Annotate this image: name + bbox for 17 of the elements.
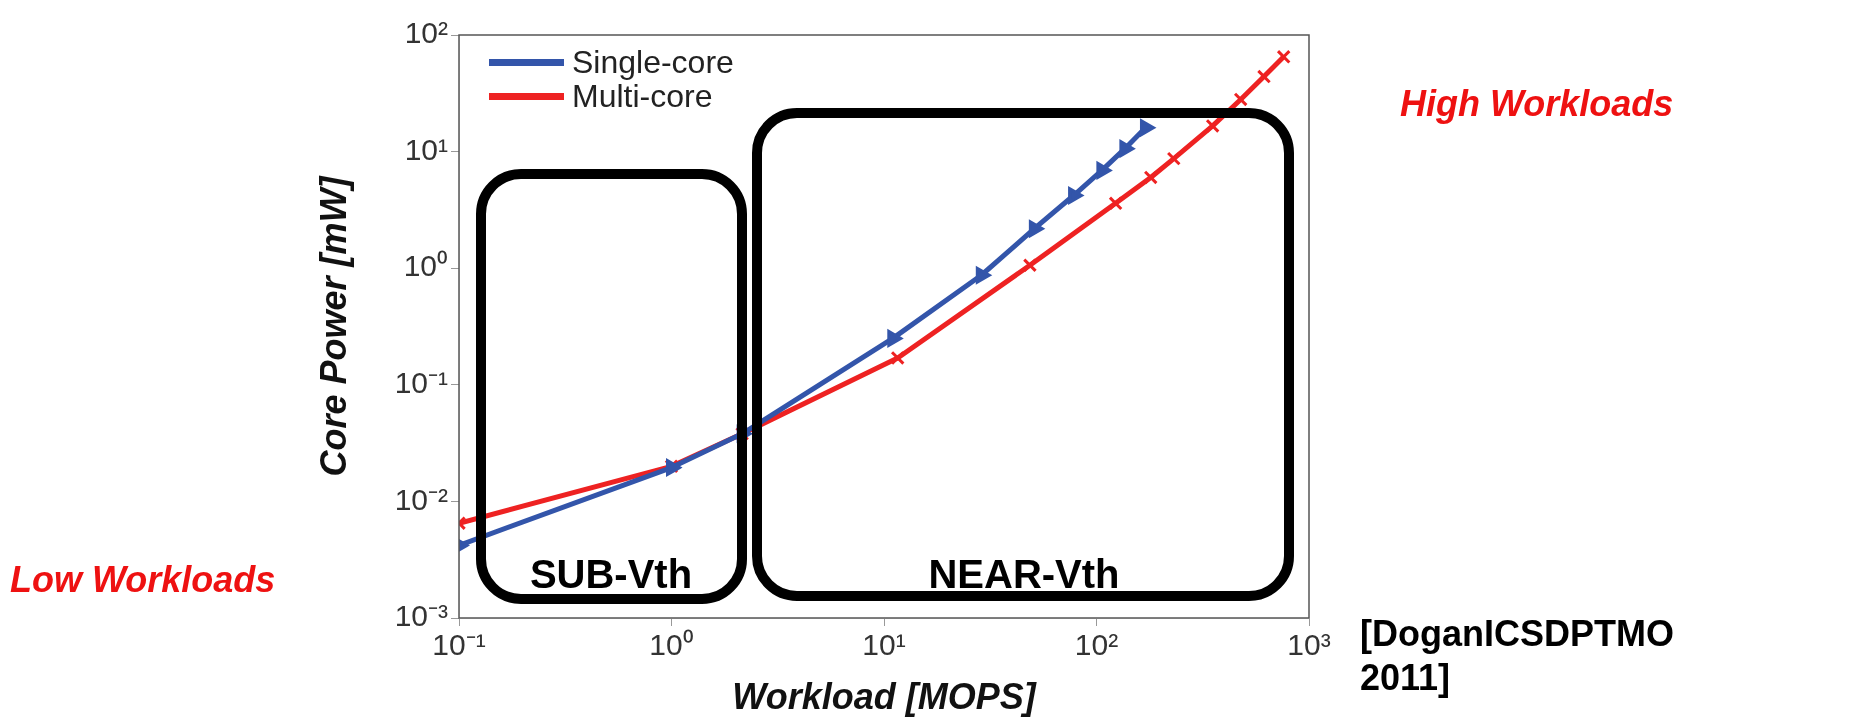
annotation: NEAR-Vth bbox=[927, 552, 1121, 596]
x-tick-label: 10³ bbox=[1287, 628, 1331, 662]
annotation: SUB-Vth bbox=[528, 552, 694, 596]
y-tick-label: 10⁰ bbox=[403, 249, 448, 283]
text: Low Workloads bbox=[10, 559, 276, 600]
y-tick-label: 10² bbox=[404, 16, 449, 50]
x-axis-title: Workload [MOPS] bbox=[732, 676, 1037, 718]
y-tick-label: 10⁻² bbox=[394, 482, 449, 516]
x-tick-label: 10² bbox=[1074, 628, 1119, 662]
x-tick-label: 10¹ bbox=[862, 628, 906, 662]
y-tick-label: 10¹ bbox=[404, 132, 449, 166]
text: High Workloads bbox=[1400, 82, 1675, 126]
y-axis-title: Core Power [mW] bbox=[312, 175, 354, 477]
legend-label: Single-core bbox=[572, 43, 734, 81]
y-tick-label: 10⁻¹ bbox=[394, 366, 449, 400]
text: [DoganICSDPTMO2011] bbox=[1360, 612, 1675, 700]
x-tick-label: 10⁰ bbox=[649, 628, 694, 662]
